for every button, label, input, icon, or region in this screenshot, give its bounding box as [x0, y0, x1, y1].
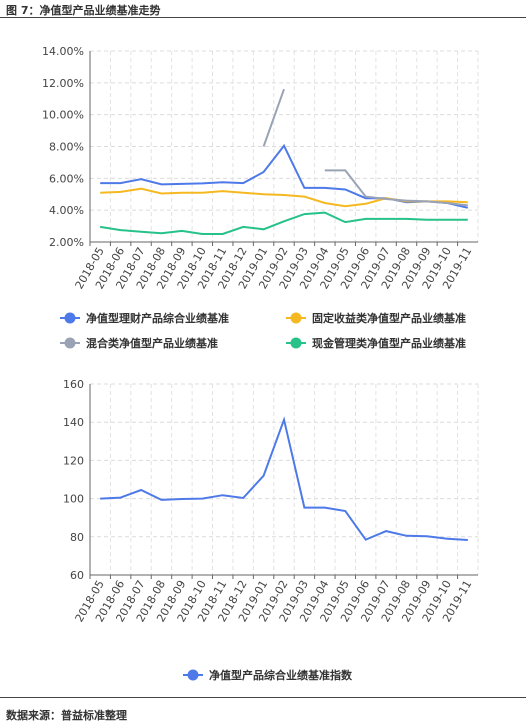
legend-swatch	[290, 312, 302, 324]
y-tick-label: 14.00%	[42, 45, 84, 58]
legend-label: 净值型理财产品综合业绩基准	[86, 311, 229, 325]
series-line-2	[262, 88, 285, 147]
chart-benchmark-trend: 2.00%4.00%6.00%8.00%10.00%12.00%14.00%20…	[42, 45, 479, 350]
chart-benchmark-index: 60801001201401602018-052018-062018-07201…	[63, 378, 479, 682]
y-tick-label: 60	[70, 569, 84, 582]
legend-label: 固定收益类净值型产品业绩基准	[312, 311, 466, 325]
y-tick-label: 4.00%	[49, 204, 84, 217]
series-line-3	[100, 211, 468, 235]
legend-swatch	[290, 337, 302, 349]
y-tick-label: 120	[63, 454, 84, 467]
y-tick-label: 10.00%	[42, 109, 84, 122]
series-line-2	[324, 169, 468, 207]
top-rule	[0, 17, 526, 18]
y-tick-label: 6.00%	[49, 172, 84, 185]
y-tick-label: 160	[63, 378, 84, 391]
legend-swatch	[64, 337, 76, 349]
series-line-0	[100, 143, 469, 209]
series-line-1	[100, 187, 468, 208]
legend-swatch	[64, 312, 76, 324]
legend-label: 混合类净值型产品业绩基准	[86, 336, 218, 350]
source-note: 数据来源：普益标准整理	[6, 709, 127, 722]
bottom-rule	[0, 697, 526, 698]
series-line-0	[100, 416, 468, 541]
y-tick-label: 100	[63, 493, 84, 506]
y-tick-label: 12.00%	[42, 77, 84, 90]
y-tick-label: 140	[63, 416, 84, 429]
figure-title: 图 7：净值型产品业绩基准走势	[6, 4, 161, 17]
legend-label: 净值型产品综合业绩基准指数	[209, 668, 353, 682]
y-tick-label: 80	[70, 531, 84, 544]
legend-swatch	[187, 669, 199, 681]
y-tick-label: 2.00%	[49, 236, 84, 249]
legend-label: 现金管理类净值型产品业绩基准	[312, 336, 466, 350]
y-tick-label: 8.00%	[49, 141, 84, 154]
